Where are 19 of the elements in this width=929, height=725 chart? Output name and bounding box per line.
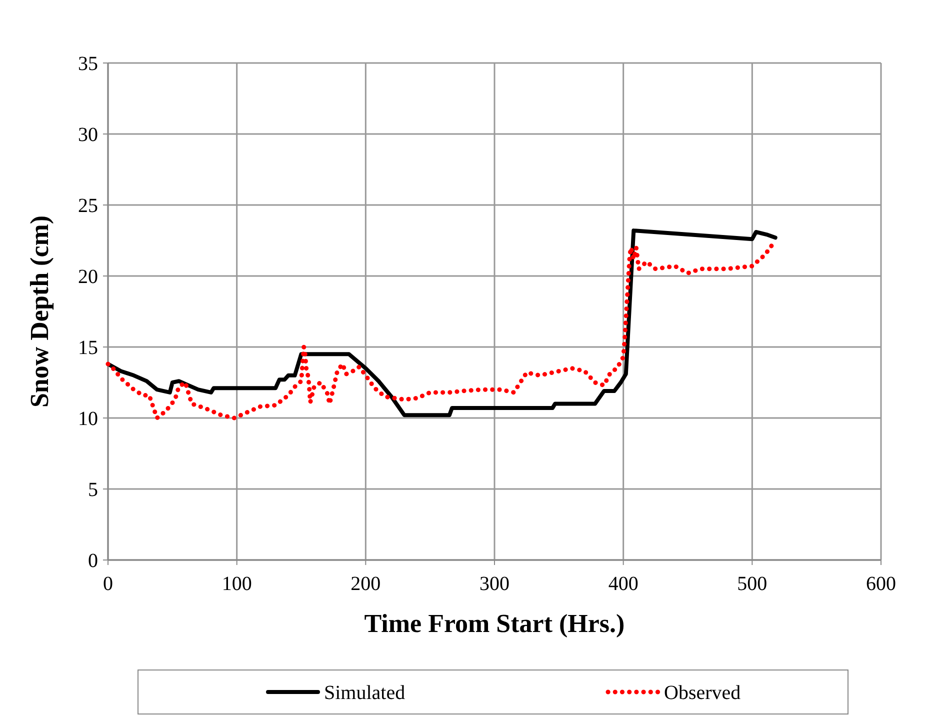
y-tick-label: 30 xyxy=(78,124,98,146)
y-tick-label: 25 xyxy=(78,195,98,217)
y-tick-label: 10 xyxy=(78,408,98,430)
y-axis-title: Snow Depth (cm) xyxy=(25,215,54,408)
x-tick-label: 100 xyxy=(222,573,252,595)
x-axis-title: Time From Start (Hrs.) xyxy=(364,609,625,638)
y-tick-label: 35 xyxy=(78,53,98,75)
x-tick-label: 200 xyxy=(350,573,381,595)
x-tick-label: 0 xyxy=(103,573,113,595)
legend-label: Observed xyxy=(664,682,741,704)
x-tick-label: 600 xyxy=(866,573,896,595)
x-tick-label: 300 xyxy=(480,573,510,595)
x-tick-label: 400 xyxy=(608,573,638,595)
y-tick-label: 0 xyxy=(88,550,98,572)
y-tick-label: 20 xyxy=(78,266,98,288)
y-tick-label: 15 xyxy=(78,337,98,359)
legend-label: Simulated xyxy=(324,682,406,704)
x-tick-label: 500 xyxy=(737,573,768,595)
y-tick-label: 5 xyxy=(88,479,98,501)
